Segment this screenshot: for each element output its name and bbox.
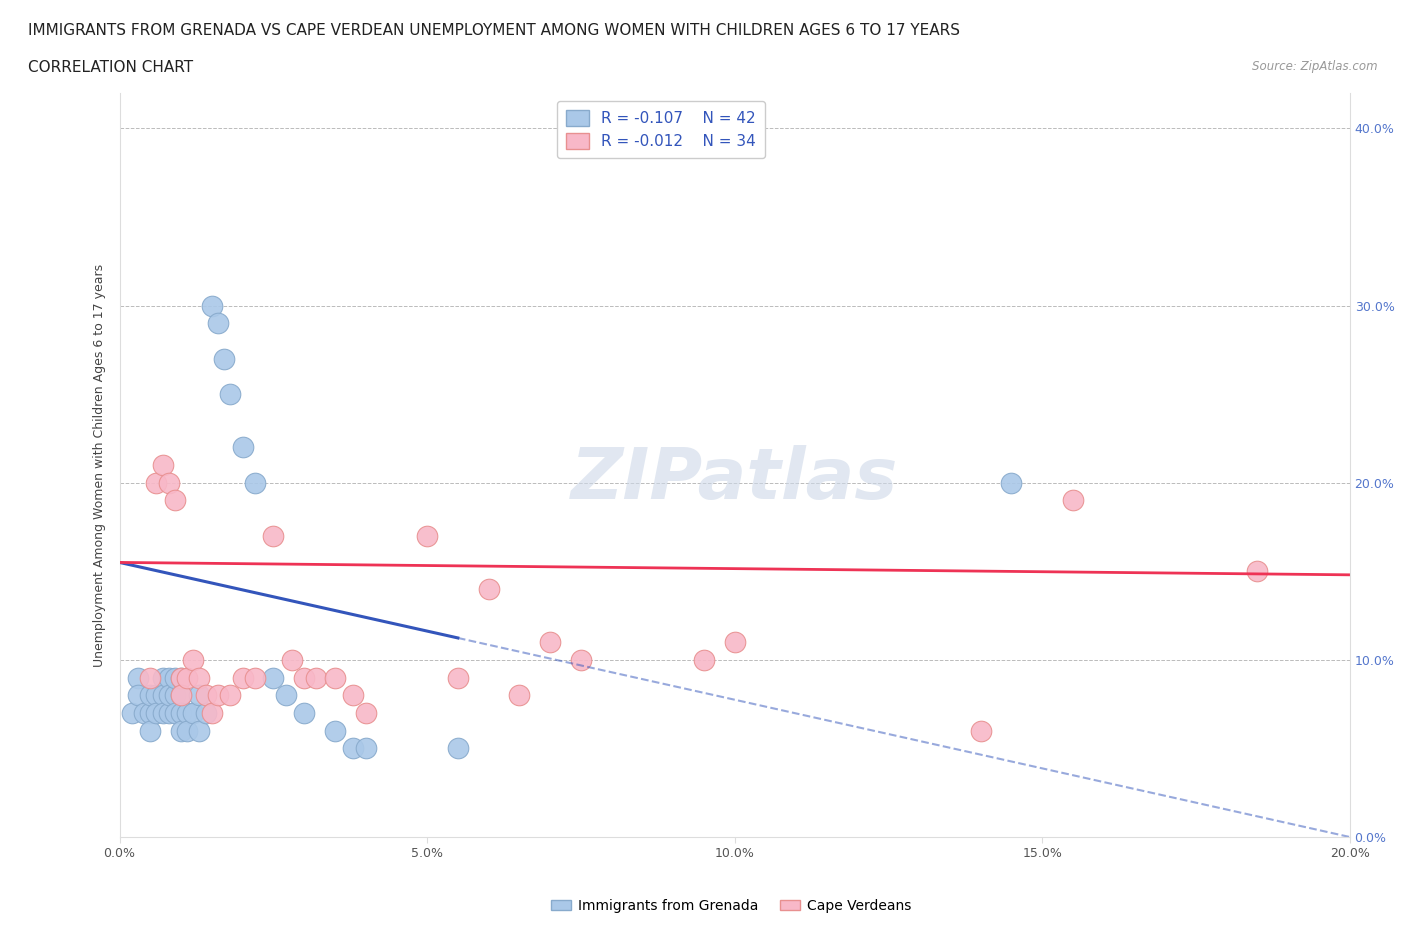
- Point: [183, 653, 205, 668]
- Point: [323, 671, 346, 685]
- Point: [207, 688, 229, 703]
- Point: [292, 706, 315, 721]
- Point: [207, 316, 229, 331]
- Point: [354, 706, 377, 721]
- Point: [176, 724, 198, 738]
- Point: [152, 688, 174, 703]
- Point: [723, 634, 745, 649]
- Point: [157, 475, 180, 490]
- Point: [121, 706, 143, 721]
- Point: [1000, 475, 1022, 490]
- Point: [139, 706, 162, 721]
- Point: [145, 688, 167, 703]
- Point: [243, 475, 266, 490]
- Point: [281, 653, 304, 668]
- Point: [170, 706, 193, 721]
- Point: [127, 688, 149, 703]
- Point: [194, 706, 217, 721]
- Point: [145, 475, 167, 490]
- Point: [152, 671, 174, 685]
- Point: [693, 653, 716, 668]
- Point: [163, 706, 186, 721]
- Point: [127, 671, 149, 685]
- Point: [170, 724, 193, 738]
- Point: [139, 671, 162, 685]
- Point: [170, 688, 193, 703]
- Point: [139, 688, 162, 703]
- Y-axis label: Unemployment Among Women with Children Ages 6 to 17 years: Unemployment Among Women with Children A…: [93, 263, 107, 667]
- Point: [170, 671, 193, 685]
- Point: [219, 387, 242, 402]
- Point: [163, 688, 186, 703]
- Point: [342, 688, 364, 703]
- Point: [508, 688, 530, 703]
- Point: [212, 352, 235, 366]
- Point: [188, 724, 211, 738]
- Point: [342, 741, 364, 756]
- Point: [292, 671, 315, 685]
- Point: [323, 724, 346, 738]
- Point: [201, 299, 224, 313]
- Point: [538, 634, 561, 649]
- Point: [152, 706, 174, 721]
- Point: [262, 528, 284, 543]
- Legend: R = -0.107    N = 42, R = -0.012    N = 34: R = -0.107 N = 42, R = -0.012 N = 34: [557, 100, 765, 158]
- Point: [354, 741, 377, 756]
- Point: [305, 671, 328, 685]
- Point: [176, 706, 198, 721]
- Point: [447, 671, 470, 685]
- Point: [176, 671, 198, 685]
- Point: [170, 688, 193, 703]
- Point: [163, 671, 186, 685]
- Point: [447, 741, 470, 756]
- Text: IMMIGRANTS FROM GRENADA VS CAPE VERDEAN UNEMPLOYMENT AMONG WOMEN WITH CHILDREN A: IMMIGRANTS FROM GRENADA VS CAPE VERDEAN …: [28, 23, 960, 38]
- Point: [170, 671, 193, 685]
- Point: [201, 706, 224, 721]
- Point: [231, 440, 254, 455]
- Point: [477, 581, 501, 596]
- Legend: Immigrants from Grenada, Cape Verdeans: Immigrants from Grenada, Cape Verdeans: [546, 894, 917, 919]
- Point: [262, 671, 284, 685]
- Point: [163, 493, 186, 508]
- Point: [416, 528, 439, 543]
- Point: [1062, 493, 1084, 508]
- Point: [243, 671, 266, 685]
- Point: [139, 724, 162, 738]
- Point: [231, 671, 254, 685]
- Point: [157, 706, 180, 721]
- Text: ZIPatlas: ZIPatlas: [571, 445, 898, 514]
- Point: [152, 458, 174, 472]
- Point: [219, 688, 242, 703]
- Text: CORRELATION CHART: CORRELATION CHART: [28, 60, 193, 75]
- Point: [132, 706, 156, 721]
- Point: [970, 724, 993, 738]
- Point: [194, 688, 217, 703]
- Point: [274, 688, 297, 703]
- Point: [183, 706, 205, 721]
- Point: [145, 706, 167, 721]
- Point: [188, 671, 211, 685]
- Point: [1246, 564, 1268, 578]
- Point: [157, 688, 180, 703]
- Point: [569, 653, 592, 668]
- Text: Source: ZipAtlas.com: Source: ZipAtlas.com: [1253, 60, 1378, 73]
- Point: [188, 688, 211, 703]
- Point: [157, 671, 180, 685]
